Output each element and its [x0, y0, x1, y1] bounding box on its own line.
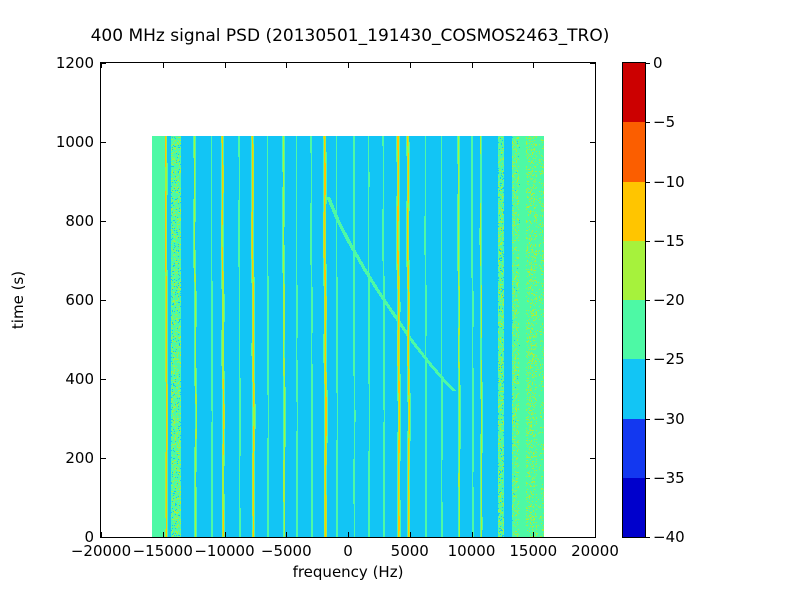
- colorbar-band: [623, 477, 645, 537]
- y-axis-tick-label: 1000: [55, 133, 94, 151]
- x-axis-tick: [533, 63, 535, 68]
- x-axis-tick: [348, 532, 349, 537]
- colorbar-band: [623, 181, 645, 241]
- y-axis-tick-label: 1200: [55, 54, 94, 72]
- y-axis-tick-label: 800: [65, 212, 94, 230]
- x-axis-tick: [471, 532, 473, 537]
- x-axis-tick-label: −10000: [194, 542, 255, 560]
- colorbar-band: [623, 300, 645, 360]
- page-title: 400 MHz signal PSD (20130501_191430_COSM…: [90, 26, 610, 46]
- x-axis-tick-label: 15000: [509, 542, 558, 560]
- x-axis-tick: [348, 63, 349, 68]
- x-axis-tick-label: 0: [343, 542, 353, 560]
- x-axis-label: frequency (Hz): [292, 563, 404, 581]
- colorbar-tick-label: −10: [653, 172, 685, 191]
- y-axis-tick: [101, 458, 106, 459]
- y-axis-tick-label: 200: [65, 449, 94, 467]
- y-axis-tick-label: 600: [65, 291, 94, 309]
- x-axis-tick: [101, 63, 102, 68]
- x-axis-tick: [224, 63, 226, 68]
- x-axis-tick: [595, 63, 596, 68]
- colorbar-tick: [645, 181, 650, 183]
- y-axis-tick: [590, 142, 595, 143]
- colorbar-tick-label: −15: [653, 231, 685, 250]
- colorbar-tick-label: −25: [653, 350, 685, 369]
- y-axis-tick: [101, 63, 106, 64]
- colorbar-tick: [645, 122, 650, 124]
- x-axis-tick: [409, 63, 411, 68]
- x-axis-tick: [162, 63, 164, 68]
- colorbar-band: [623, 122, 645, 182]
- colorbar-tick-label: −35: [653, 468, 685, 487]
- x-axis-tick: [533, 532, 535, 537]
- y-axis-tick: [101, 379, 106, 380]
- x-axis-tick: [162, 532, 164, 537]
- y-axis-label: time (s): [9, 270, 27, 330]
- x-axis-tick: [471, 63, 473, 68]
- colorbar-band: [623, 240, 645, 300]
- colorbar-tick: [645, 63, 650, 64]
- colorbar-tick: [645, 359, 650, 361]
- x-axis-tick-label: −20000: [70, 542, 132, 560]
- spectrogram-axes: −20000 −15000 −10000 −5000 0 5000 10000 15000 20…: [56, 54, 619, 560]
- x-axis-tick-label: 20000: [571, 542, 619, 560]
- colorbar-tick: [645, 477, 650, 479]
- y-axis-tick-label: 0: [84, 528, 94, 546]
- colorbar-tick: [645, 300, 650, 301]
- colorbar-tick-label: 0: [653, 54, 663, 72]
- colorbar-tick-label: −30: [653, 409, 685, 428]
- x-axis-tick-label: 10000: [447, 542, 496, 560]
- colorbar-band: [623, 63, 645, 123]
- x-axis-tick: [224, 532, 226, 537]
- x-axis-tick: [286, 532, 288, 537]
- colorbar-tick-label: −20: [653, 291, 685, 309]
- x-axis-tick-label: −5000: [260, 542, 312, 560]
- y-axis-tick: [101, 221, 106, 222]
- colorbar: 0 −5 −10 −15 −20 −25 −30 −35 −40: [622, 54, 685, 546]
- colorbar-tick: [645, 240, 650, 242]
- colorbar-tick-label: −5: [653, 113, 676, 132]
- y-axis-tick-label: 400: [65, 370, 94, 388]
- y-axis-tick: [590, 379, 595, 380]
- colorbar-tick-label: −40: [653, 528, 685, 546]
- y-axis-tick: [101, 142, 106, 143]
- y-axis-tick: [590, 63, 595, 64]
- y-axis-tick: [101, 537, 106, 538]
- y-axis-tick: [590, 537, 595, 538]
- x-axis-tick-label: −15000: [132, 542, 193, 560]
- y-axis-tick: [590, 458, 595, 459]
- y-axis-tick: [590, 221, 595, 222]
- x-axis-tick: [286, 63, 288, 68]
- x-axis-tick: [595, 532, 596, 537]
- y-axis-tick: [101, 300, 106, 301]
- colorbar-band: [623, 359, 645, 419]
- colorbar-band: [623, 418, 645, 478]
- colorbar-tick: [645, 537, 650, 538]
- colorbar-tick: [645, 418, 650, 420]
- x-axis-tick: [409, 532, 411, 537]
- x-axis-tick: [101, 532, 102, 537]
- y-axis-tick: [590, 300, 595, 301]
- spectrogram-image: [101, 63, 595, 537]
- x-axis-tick-label: 5000: [390, 542, 429, 560]
